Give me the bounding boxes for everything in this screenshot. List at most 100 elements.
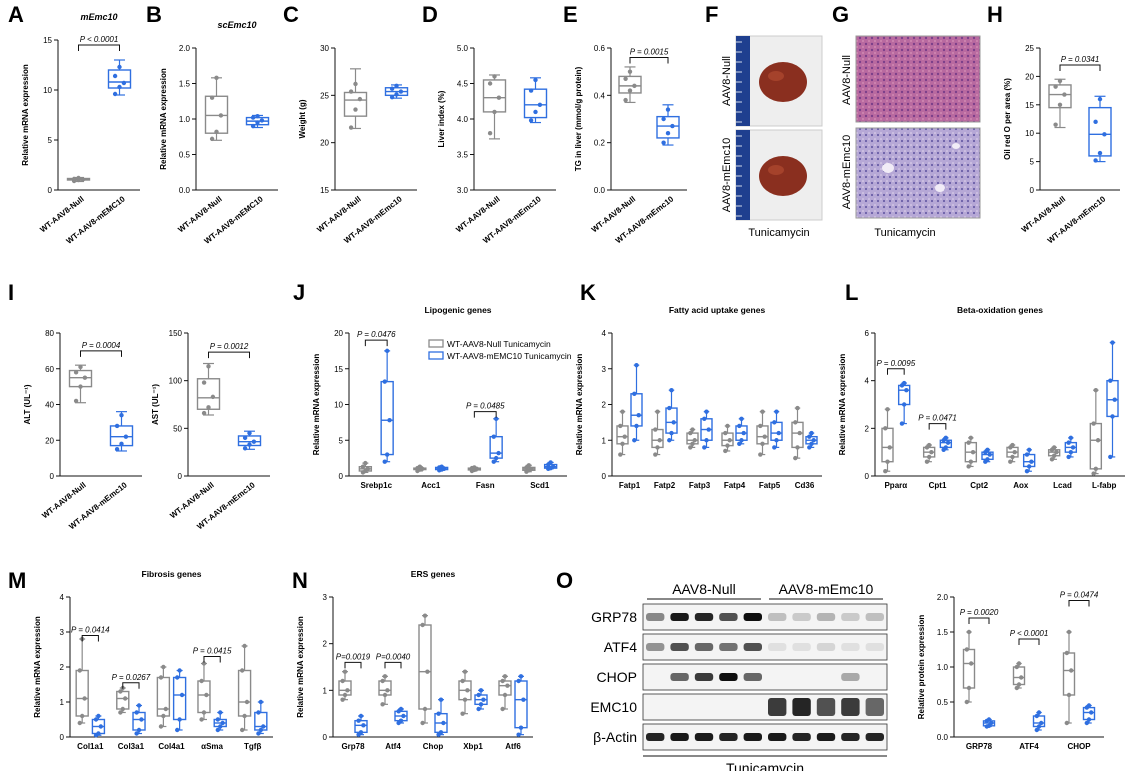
- data-point: [623, 76, 628, 81]
- y-tick-label: 5: [339, 436, 344, 445]
- data-point: [136, 727, 142, 733]
- data-point: [163, 706, 168, 712]
- data-point: [258, 699, 264, 705]
- box: [1048, 84, 1072, 109]
- data-point: [1026, 464, 1032, 469]
- data-point: [657, 438, 662, 443]
- y-tick-label: 15: [1025, 101, 1034, 110]
- data-point: [120, 706, 125, 712]
- data-point: [1036, 724, 1042, 729]
- data-point: [363, 460, 368, 466]
- y-axis-label: Relative mRNA expression: [21, 64, 30, 166]
- data-point: [441, 720, 446, 726]
- data-point: [1019, 675, 1024, 680]
- blot-band: [792, 733, 811, 741]
- y-tick-label: 50: [173, 424, 182, 433]
- data-point: [348, 125, 354, 130]
- data-point: [1093, 388, 1099, 393]
- panel-letter-a: A: [8, 2, 24, 27]
- data-point: [901, 380, 907, 386]
- data-point: [358, 713, 364, 719]
- data-point: [394, 83, 399, 89]
- blot-band: [865, 698, 884, 716]
- data-point: [723, 430, 728, 436]
- data-point: [500, 706, 505, 712]
- data-point: [926, 454, 932, 460]
- panel-f-photos: AAV8-Null AAV8-mEmc10 Tunicamycin: [721, 35, 823, 239]
- data-point: [422, 706, 428, 712]
- data-point: [201, 661, 207, 666]
- blot-band: [816, 613, 836, 621]
- photo-row-label: AAV8-mEmc10: [721, 138, 733, 212]
- data-point: [73, 370, 79, 375]
- p-value-label: P=0.0019: [336, 652, 371, 661]
- data-point: [78, 364, 83, 370]
- significance-bracket: P = 0.0341: [1059, 55, 1101, 72]
- data-point: [476, 692, 481, 698]
- data-point: [476, 706, 481, 712]
- data-point: [627, 88, 633, 93]
- data-point: [1034, 713, 1040, 719]
- box-series-0: [922, 442, 936, 464]
- data-point: [665, 107, 671, 112]
- data-point: [809, 441, 814, 447]
- data-point: [1102, 132, 1107, 137]
- data-point: [667, 405, 672, 411]
- x-category-label: Fasn: [476, 481, 495, 490]
- blot-band: [719, 613, 738, 621]
- y-axis-label: Relative protein expression: [917, 615, 926, 720]
- data-point: [382, 692, 388, 698]
- x-category-label: Xbp1: [463, 742, 483, 751]
- significance-bracket: P=0.0040: [376, 652, 411, 669]
- y-tick-label: 3: [60, 628, 65, 637]
- y-tick-label: 15: [334, 365, 343, 374]
- box: [630, 393, 643, 427]
- box-series-1: [897, 380, 911, 426]
- significance-bracket: P = 0.0020: [960, 608, 999, 624]
- data-point: [177, 717, 182, 722]
- data-point: [655, 409, 660, 414]
- box: [514, 680, 528, 729]
- histology-row-label: AAV8-mEmc10: [841, 135, 853, 209]
- blot-band: [792, 613, 811, 621]
- blot-band: [719, 673, 738, 681]
- y-tick-label: 2: [865, 424, 870, 433]
- data-point: [112, 73, 118, 79]
- data-point: [1069, 668, 1074, 673]
- data-point: [706, 427, 711, 432]
- data-point: [239, 668, 245, 673]
- legend-entry: WT-AAV8-Null Tunicamycin: [447, 339, 551, 349]
- box-series-0: [962, 629, 976, 705]
- data-point: [632, 438, 637, 443]
- data-point: [966, 685, 972, 691]
- data-point: [758, 452, 763, 457]
- data-point: [688, 430, 693, 436]
- y-tick-label: 6: [865, 329, 870, 338]
- data-point: [119, 441, 124, 447]
- box-series-1: [770, 409, 783, 450]
- liver-icon: [759, 156, 807, 196]
- data-point: [518, 674, 524, 679]
- data-point: [1086, 717, 1092, 722]
- box-series-0: [458, 669, 472, 716]
- data-point: [215, 727, 221, 733]
- box-series-0: [721, 423, 734, 454]
- bracket-line: [629, 56, 669, 64]
- data-point: [161, 664, 166, 670]
- y-tick-label: 0: [339, 472, 344, 481]
- box-series-0: [358, 460, 373, 475]
- y-tick-label: 10: [43, 86, 52, 95]
- data-point: [380, 678, 385, 684]
- x-category-label: GRP78: [966, 742, 993, 751]
- y-tick-label: 0: [1030, 186, 1035, 195]
- data-point: [943, 435, 949, 441]
- y-tick-label: 15: [43, 36, 52, 45]
- y-axis-label: Relative mRNA expression: [838, 354, 847, 456]
- data-point: [986, 717, 992, 722]
- y-axis-label: Weight (g): [298, 99, 307, 138]
- y-tick-label: 40: [45, 401, 54, 410]
- x-category-label: Atf4: [385, 742, 401, 751]
- significance-bracket: P=0.0019: [336, 652, 371, 669]
- data-point: [1016, 661, 1022, 666]
- data-point: [389, 95, 395, 100]
